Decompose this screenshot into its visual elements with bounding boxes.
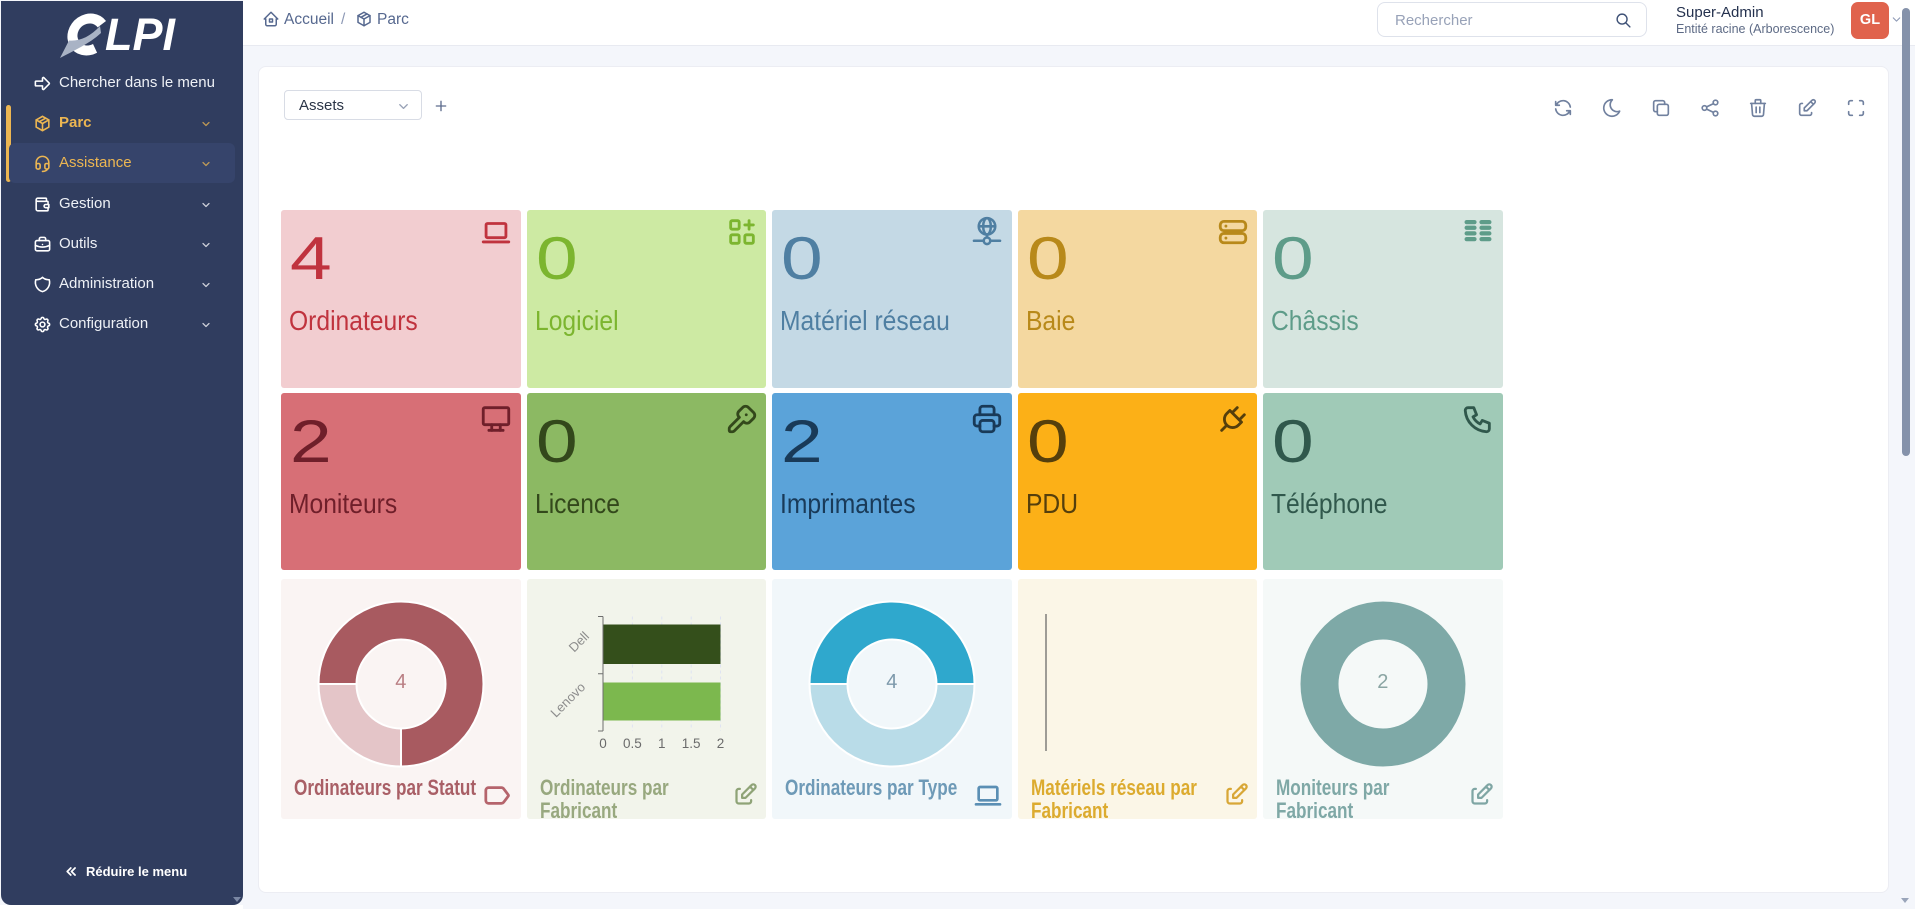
svg-text:1: 1 <box>658 736 666 751</box>
svg-text:Lenovo: Lenovo <box>547 679 588 720</box>
svg-text:0: 0 <box>599 736 607 751</box>
svg-text:1.5: 1.5 <box>681 736 700 751</box>
svg-text:Dell: Dell <box>565 629 592 656</box>
svg-text:0.5: 0.5 <box>623 736 642 751</box>
svg-text:2: 2 <box>716 736 724 751</box>
svg-text:LPI: LPI <box>105 9 177 60</box>
